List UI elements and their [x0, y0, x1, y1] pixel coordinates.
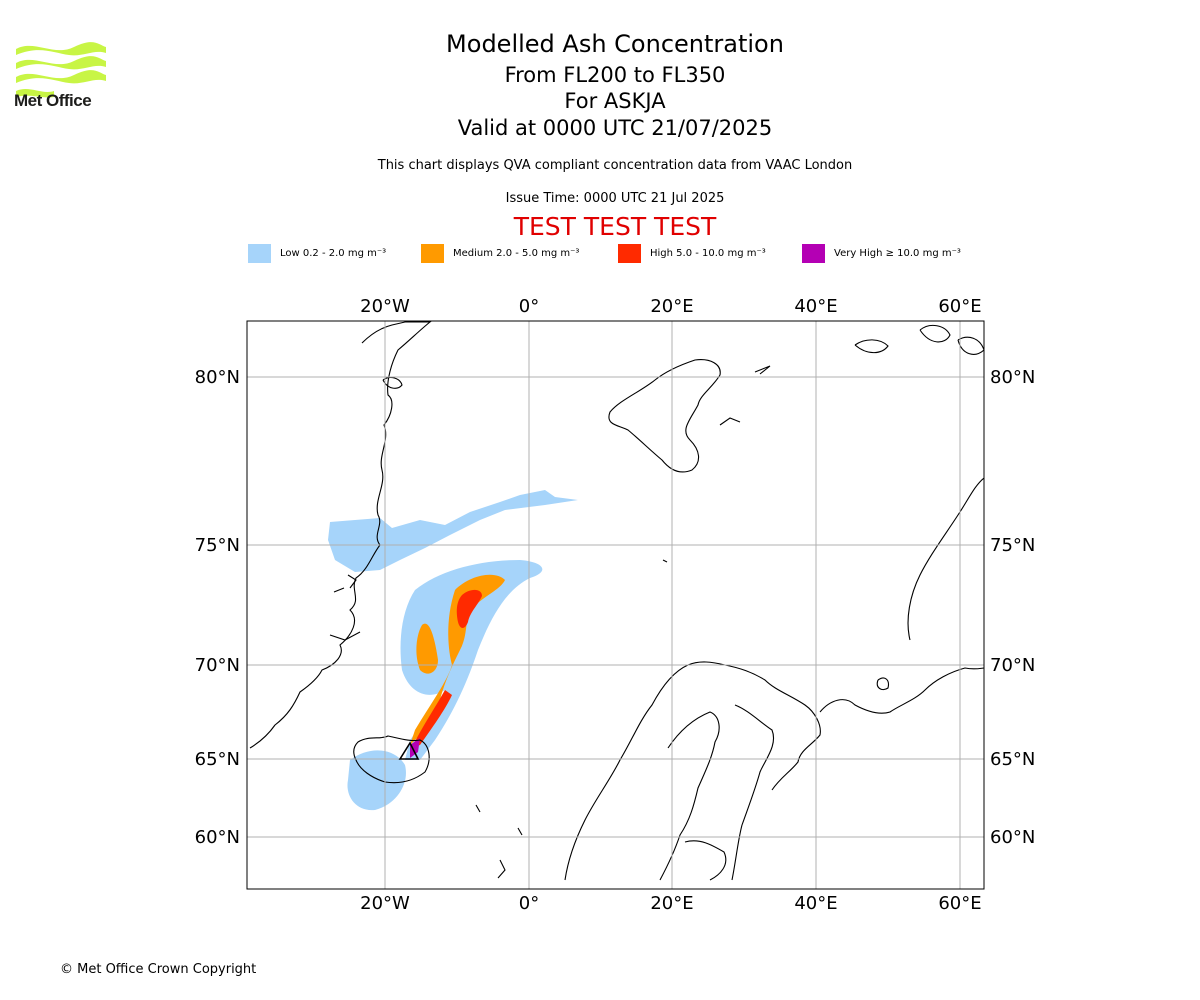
legend-label-low: Low 0.2 - 2.0 mg m⁻³ [280, 248, 387, 259]
legend-item-high: High 5.0 - 10.0 mg m⁻³ [618, 244, 766, 263]
legend-swatch-high [618, 244, 641, 263]
lat-tick-right-70n: 70°N [990, 655, 1035, 676]
lon-tick-top-0: 0° [519, 296, 539, 317]
legend-swatch-low [248, 244, 271, 263]
lon-tick-bottom-40e: 40°E [794, 893, 837, 914]
legend-item-low: Low 0.2 - 2.0 mg m⁻³ [248, 244, 386, 263]
legend-item-very-high: Very High ≥ 10.0 mg m⁻³ [802, 244, 961, 263]
ash-plume-medium [410, 574, 505, 745]
lon-tick-bottom-0: 0° [519, 893, 539, 914]
met-office-logo [16, 42, 106, 98]
chart-title: Modelled Ash Concentration [446, 30, 784, 58]
lat-tick-left-80n: 80°N [195, 367, 240, 388]
lat-tick-left-75n: 75°N [195, 535, 240, 556]
legend-label-very-high: Very High ≥ 10.0 mg m⁻³ [834, 248, 961, 259]
copyright-notice: © Met Office Crown Copyright [60, 962, 257, 977]
lat-tick-right-65n: 65°N [990, 749, 1035, 770]
lat-tick-right-60n: 60°N [990, 827, 1035, 848]
ash-plume-high [412, 589, 482, 748]
lat-tick-right-75n: 75°N [990, 535, 1035, 556]
lon-tick-bottom-20e: 20°E [650, 893, 693, 914]
lon-tick-top-20w: 20°W [360, 296, 410, 317]
lon-tick-top-60e: 60°E [938, 296, 981, 317]
lon-tick-bottom-60e: 60°E [938, 893, 981, 914]
lat-tick-left-70n: 70°N [195, 655, 240, 676]
test-banner: TEST TEST TEST [513, 212, 717, 241]
lat-tick-left-65n: 65°N [195, 749, 240, 770]
gridlines [247, 321, 984, 889]
valid-time: Valid at 0000 UTC 21/07/2025 [457, 116, 773, 140]
map-frame [246, 320, 985, 890]
volcano-marker [398, 741, 420, 760]
lat-tick-right-80n: 80°N [990, 367, 1035, 388]
volcano-name: For ASKJA [564, 89, 666, 113]
flight-level-range: From FL200 to FL350 [504, 63, 726, 87]
legend-swatch-medium [421, 244, 444, 263]
legend-item-medium: Medium 2.0 - 5.0 mg m⁻³ [421, 244, 579, 263]
lon-tick-bottom-20w: 20°W [360, 893, 410, 914]
legend-label-medium: Medium 2.0 - 5.0 mg m⁻³ [453, 248, 580, 259]
lon-tick-top-40e: 40°E [794, 296, 837, 317]
chart-description: This chart displays QVA compliant concen… [377, 158, 853, 173]
legend-swatch-very-high [802, 244, 825, 263]
legend-label-high: High 5.0 - 10.0 mg m⁻³ [650, 248, 766, 259]
ash-plume-very-high [410, 738, 420, 758]
issue-time: Issue Time: 0000 UTC 21 Jul 2025 [505, 191, 725, 206]
met-office-logo-text: Met Office [14, 91, 92, 110]
lon-tick-top-20e: 20°E [650, 296, 693, 317]
lat-tick-left-60n: 60°N [195, 827, 240, 848]
